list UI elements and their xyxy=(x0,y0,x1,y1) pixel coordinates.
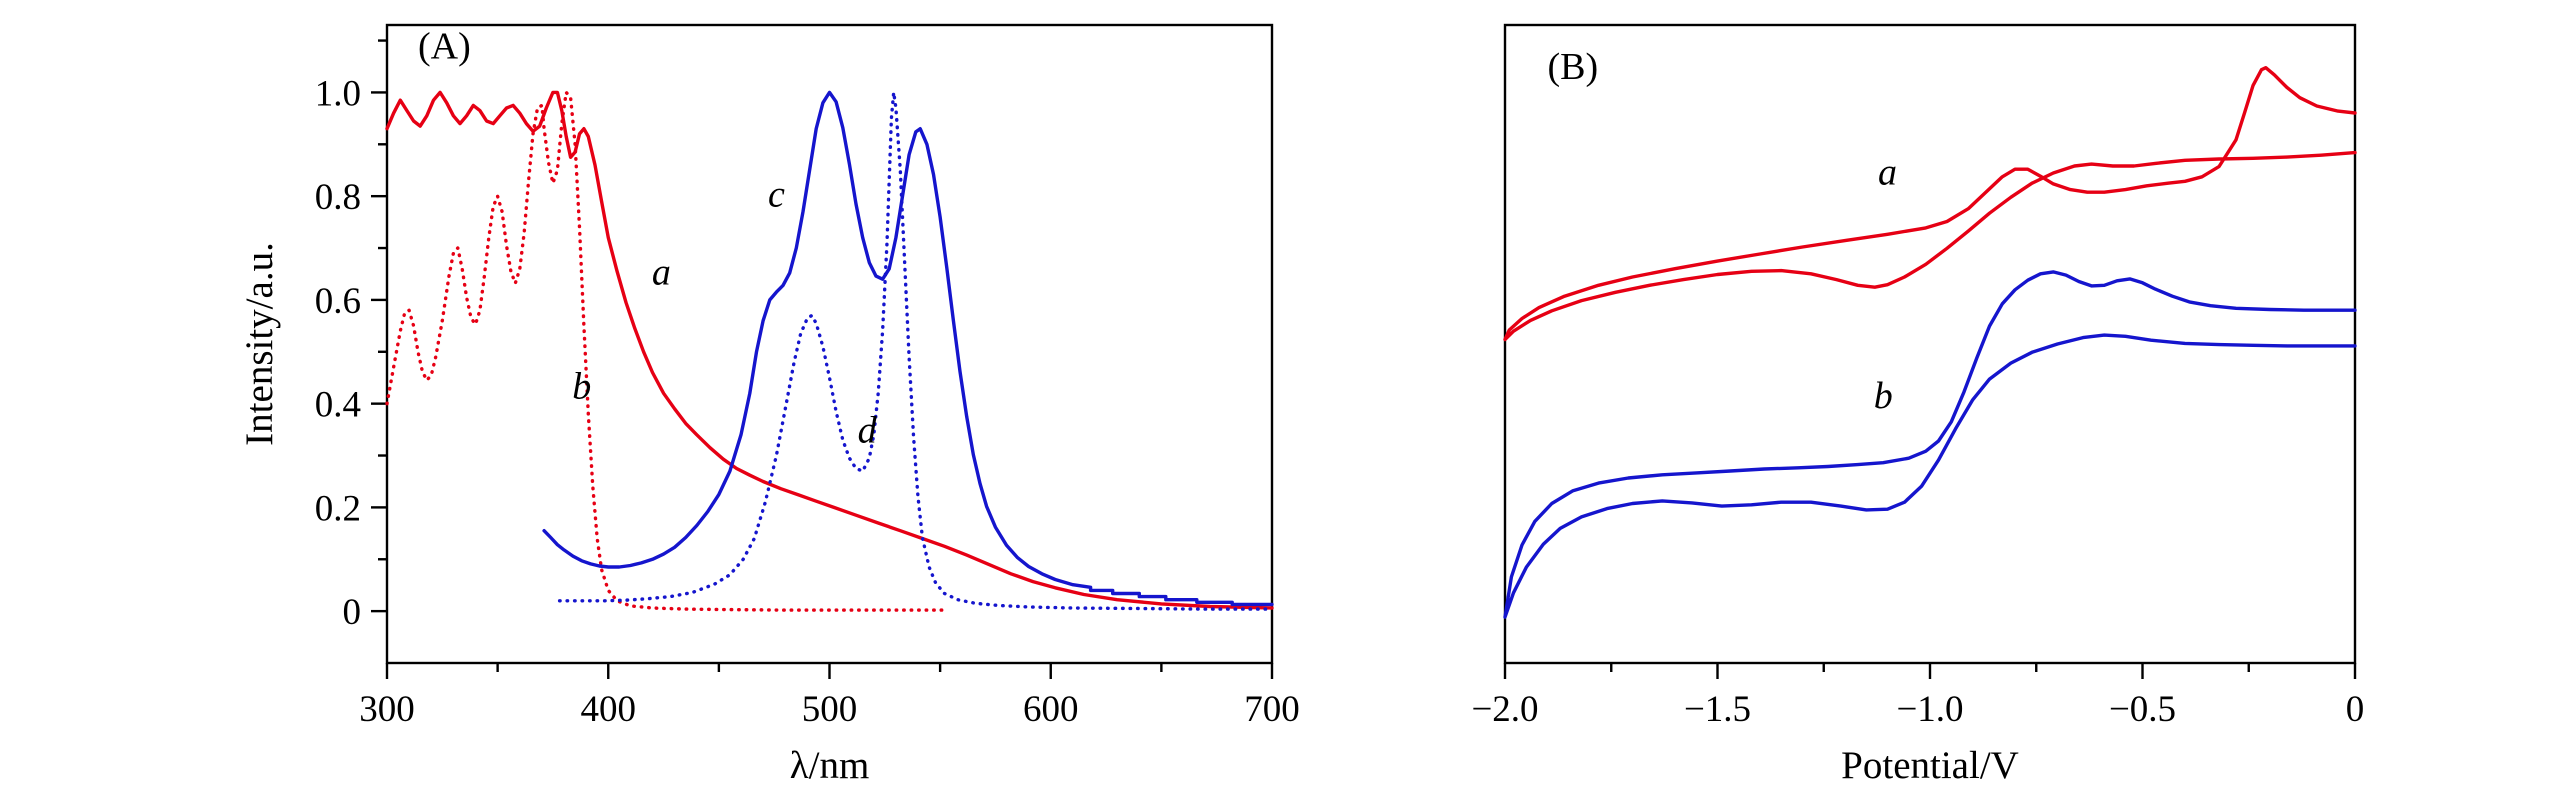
y-axis-label-A: Intensity/a.u. xyxy=(240,242,281,446)
curve-A-c xyxy=(542,90,1274,607)
x-axis-label-A: λ/nm xyxy=(790,744,870,787)
x-tick-label: 500 xyxy=(802,689,858,730)
x-tick-label: −0.5 xyxy=(2109,689,2176,730)
x-axis-label-B: Potential/V xyxy=(1841,744,2019,787)
chart-A-spectra: 300 400 500 600 700 0 0.2 0.4 0.6 0.8 1.0 λ/nm Inten… xyxy=(240,23,1300,787)
curve-A-a xyxy=(385,90,1274,610)
curve-B-b xyxy=(1503,270,2357,619)
curve-A-b xyxy=(385,90,949,612)
x-tick-label: −1.5 xyxy=(1684,689,1751,730)
curve-label-B-a: a xyxy=(1878,152,1897,194)
curve-A-d xyxy=(557,90,1274,611)
curve-label-B-b: b xyxy=(1874,375,1893,417)
x-tick-label: 300 xyxy=(359,689,415,730)
x-tick-label: 700 xyxy=(1244,689,1300,730)
curve-B-a xyxy=(1503,65,2357,342)
plot-frame-A xyxy=(385,23,1274,665)
x-tick-label: −1.0 xyxy=(1896,689,1963,730)
y-tick-label: 1.0 xyxy=(315,73,361,114)
x-tick-label: 400 xyxy=(581,689,637,730)
curve-label-A-a: a xyxy=(652,251,671,293)
curve-label-A-d: d xyxy=(858,410,878,452)
y-tick-label: 0.6 xyxy=(315,281,361,322)
curve-label-A-c: c xyxy=(768,174,785,216)
y-tick-label: 0.8 xyxy=(315,177,361,218)
x-tick-label: 0 xyxy=(2346,689,2365,730)
panel-label-B: (B) xyxy=(1548,46,1599,88)
x-tick-label: −2.0 xyxy=(1471,689,1538,730)
y-tick-label: 0 xyxy=(343,592,362,633)
x-tick-label: 600 xyxy=(1023,689,1079,730)
chart-B-voltammograms: −2.0 −1.5 −1.0 −0.5 0 Potential/V a b (B) xyxy=(1471,23,2365,787)
curve-label-A-b: b xyxy=(572,365,591,407)
panel-label-A: (A) xyxy=(418,26,471,68)
y-tick-label: 0.4 xyxy=(315,385,361,426)
y-tick-label: 0.2 xyxy=(315,488,361,529)
